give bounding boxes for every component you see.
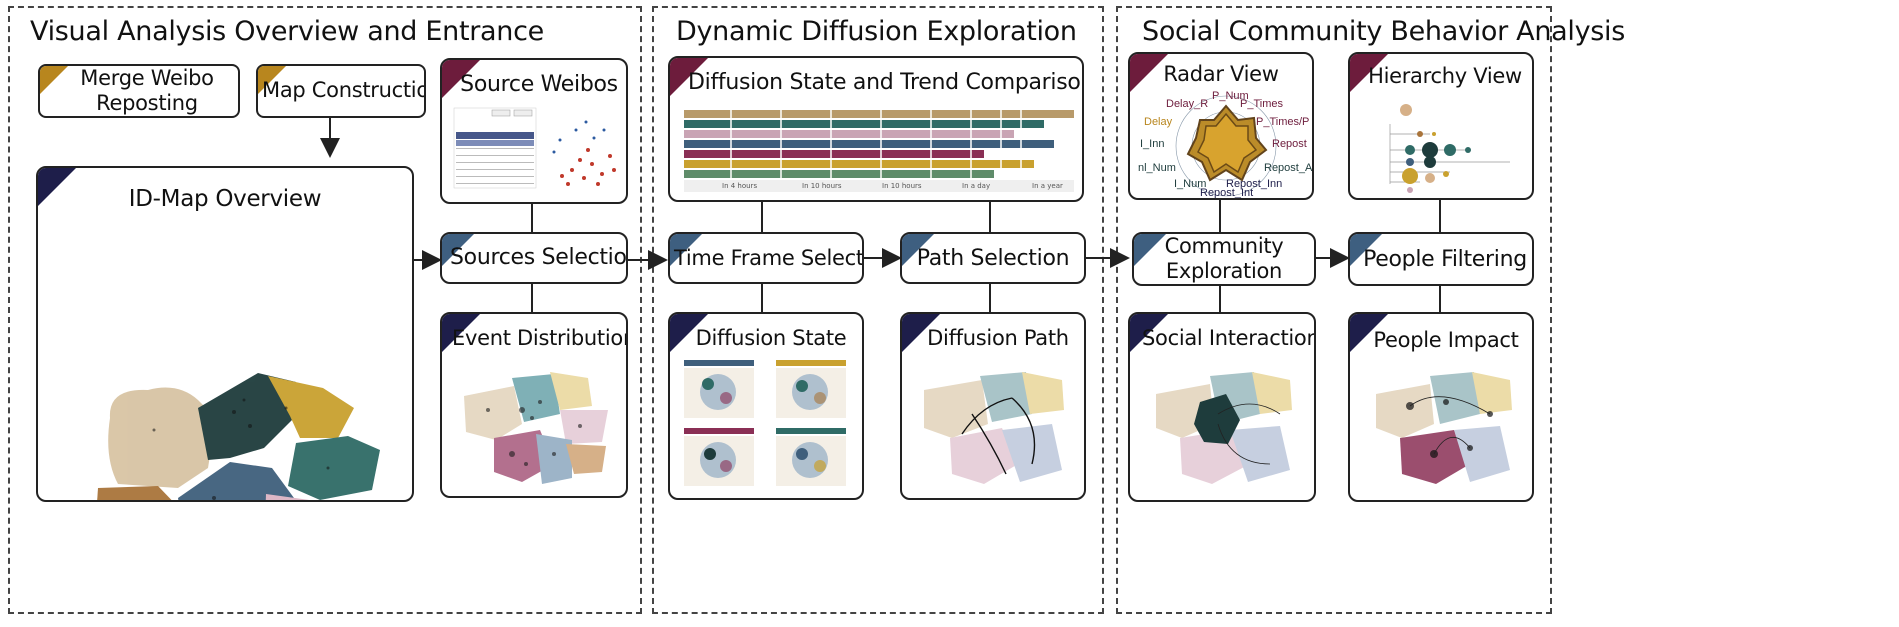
- radar-axis-label: Delay: [1144, 116, 1173, 128]
- category-marker: [38, 168, 76, 206]
- social-interaction-label: Social Interaction: [1142, 326, 1316, 350]
- social-interaction-box[interactable]: Social Interaction: [1128, 312, 1316, 502]
- merge-weibo-label: Merge Weibo Reposting Hierarchies: [80, 66, 214, 115]
- hierarchy-tree: [1389, 104, 1510, 193]
- diffusion-trend-chart: [684, 110, 1074, 192]
- community-exploration-box[interactable]: Community Exploration: [1132, 232, 1316, 286]
- diffusion-path-label: Diffusion Path: [927, 326, 1069, 350]
- category-marker: [902, 234, 934, 266]
- sources-selection-label: Sources Selection: [450, 245, 628, 270]
- community-exploration-label: Community Exploration: [1164, 234, 1284, 283]
- sources-selection-box[interactable]: Sources Selection: [440, 232, 628, 284]
- trend-axis-tick: In 10 hours: [882, 182, 922, 190]
- hierarchy-view-box[interactable]: Hierarchy View: [1348, 52, 1534, 200]
- radar-axis-label: P_Num: [1212, 90, 1249, 102]
- event-distribution-map: [464, 372, 608, 484]
- radar-axis-label: Repost_Inn: [1226, 178, 1283, 190]
- diffusion-panel: [652, 6, 1104, 614]
- radar-view-box[interactable]: Radar View P_Num Delay_R P_Times Delay P…: [1128, 52, 1314, 200]
- trend-axis-tick: In a day: [962, 182, 991, 190]
- diffusion-trend-label: Diffusion State and Trend Comparison: [688, 70, 1084, 95]
- time-frame-selection-label: Time Frame Selection: [674, 246, 864, 270]
- category-marker: [1350, 234, 1382, 266]
- category-marker: [1350, 314, 1388, 352]
- diffusion-trend-box[interactable]: Diffusion State and Trend Comparison In …: [668, 56, 1084, 202]
- radar-chart: [1175, 95, 1277, 197]
- section-title-overview: Visual Analysis Overview and Entrance: [30, 16, 544, 47]
- diffusion-state-thumbnails: [684, 360, 846, 486]
- people-impact-box[interactable]: People Impact: [1348, 312, 1534, 502]
- radar-axis-label: I_Inn: [1140, 138, 1165, 150]
- category-marker: [1130, 314, 1168, 352]
- social-interaction-map: [1156, 372, 1292, 484]
- radar-axis-label: Repost_Int: [1200, 187, 1254, 199]
- category-marker: [40, 66, 68, 94]
- people-filtering-label: People Filtering: [1363, 247, 1527, 272]
- trend-axis-tick: In a year: [1032, 182, 1063, 190]
- path-selection-box[interactable]: Path Selection: [900, 232, 1086, 284]
- map-construction-box[interactable]: Map Construction: [256, 64, 426, 118]
- radar-axis-label: I_Num: [1174, 178, 1207, 190]
- radar-axis-label: nl_Num: [1138, 162, 1176, 174]
- trend-axis-tick: In 4 hours: [722, 182, 758, 190]
- category-marker: [902, 314, 940, 352]
- overview-panel: [8, 6, 642, 614]
- category-marker: [1130, 54, 1168, 92]
- people-impact-map: [1376, 372, 1512, 484]
- radar-axis-label: Repost: [1272, 138, 1307, 150]
- hierarchy-view-label: Hierarchy View: [1368, 64, 1522, 88]
- map-construction-label: Map Construction: [262, 78, 426, 102]
- category-marker: [1134, 234, 1166, 266]
- section-title-diffusion: Dynamic Diffusion Exploration: [676, 16, 1077, 47]
- merge-weibo-box[interactable]: Merge Weibo Reposting Hierarchies: [38, 64, 240, 118]
- category-marker: [670, 58, 708, 96]
- event-distribution-label: Event Distribution: [452, 326, 628, 350]
- source-weibos-label: Source Weibos: [460, 72, 618, 97]
- social-panel: [1116, 6, 1552, 614]
- id-map-overview-label: ID-Map Overview: [128, 186, 322, 212]
- radar-axis-label: P_Times: [1240, 98, 1283, 110]
- source-weibos-box[interactable]: Source Weibos: [440, 58, 628, 204]
- radar-axis-label: P_Times/P: [1256, 116, 1310, 128]
- radar-axis-label: Delay_R: [1166, 98, 1209, 110]
- diffusion-state-box[interactable]: Diffusion State: [668, 312, 864, 500]
- category-marker: [442, 234, 474, 266]
- category-marker: [670, 234, 702, 266]
- source-weibos-thumbnail: [453, 107, 616, 189]
- radar-axis-label: Repost_A: [1264, 162, 1313, 174]
- people-filtering-box[interactable]: People Filtering: [1348, 232, 1534, 286]
- category-marker: [258, 66, 286, 94]
- category-marker: [670, 314, 708, 352]
- category-marker: [442, 314, 480, 352]
- id-map-overview-box[interactable]: ID-Map Overview: [36, 166, 414, 502]
- category-marker: [1350, 54, 1388, 92]
- event-distribution-box[interactable]: Event Distribution: [440, 312, 628, 498]
- diffusion-path-map: [924, 372, 1064, 484]
- section-title-social: Social Community Behavior Analysis: [1142, 16, 1625, 47]
- diffusion-state-label: Diffusion State: [695, 326, 847, 350]
- category-marker: [442, 60, 480, 98]
- path-selection-label: Path Selection: [916, 246, 1070, 271]
- people-impact-label: People Impact: [1373, 328, 1519, 352]
- trend-axis-tick: In 10 hours: [802, 182, 842, 190]
- radar-view-label: Radar View: [1163, 62, 1279, 86]
- diffusion-path-box[interactable]: Diffusion Path: [900, 312, 1086, 500]
- time-frame-selection-box[interactable]: Time Frame Selection: [668, 232, 864, 284]
- id-map-image: [97, 373, 380, 500]
